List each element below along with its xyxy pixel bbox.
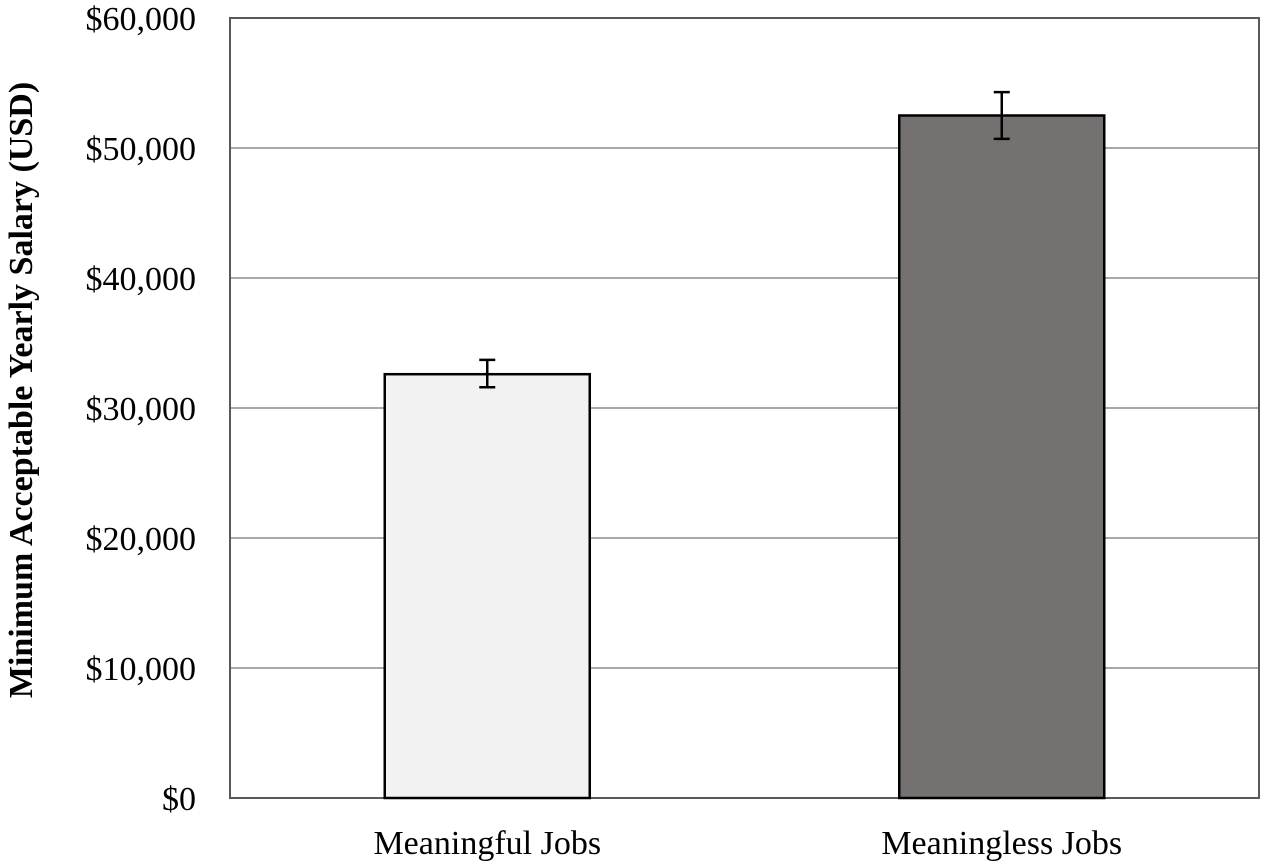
error-bar [993,90,1010,141]
bars [383,114,1106,800]
y-axis-title: Minimum Acceptable Yearly Salary (USD) [3,82,40,698]
y-tick-labels: $0 $10,000 $20,000 $30,000 $40,000 $50,000 $60… [86,1,197,818]
bar [383,372,591,800]
bar [898,114,1106,800]
x-category-label: Meaningless Jobs [881,825,1122,862]
error-bar [479,358,496,389]
y-tick-label: $50,000 [86,131,197,168]
error-bars [479,90,1010,389]
y-tick-label: $0 [162,781,196,818]
y-tick-label: $40,000 [86,261,197,298]
y-tick-label: $10,000 [86,651,197,688]
x-category-label: Meaningful Jobs [373,825,601,862]
y-tick-label: $60,000 [86,1,197,38]
x-category-labels: Meaningful Jobs Meaningless Jobs [373,825,1122,862]
y-tick-label: $20,000 [86,521,197,558]
plot-area-frame [229,17,1260,799]
y-tick-label: $30,000 [86,391,197,428]
